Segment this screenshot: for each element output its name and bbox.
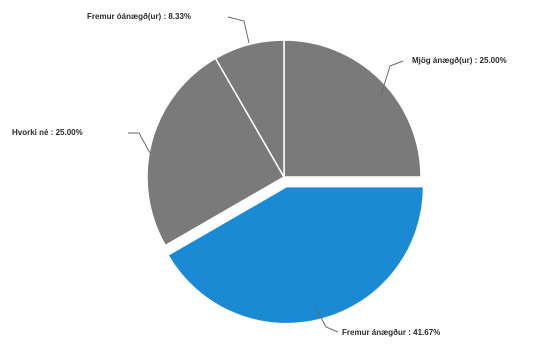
slice-label-fremur-oanaegdur: Fremur óánægð(ur) : 8.33% [87, 12, 191, 21]
leader-line-hvorki [128, 132, 151, 154]
pie-slice-mjog-an-gd-ur [283, 39, 422, 178]
leader-line-fremur-oanaegdur [227, 16, 250, 44]
leader-line-mjog [380, 60, 404, 96]
slice-label-mjog-anaegdur: Mjög ánægð(ur) : 25.00% [412, 56, 507, 65]
leader-lines [128, 16, 404, 333]
slice-label-hvorki-ne: Hvorki né : 25.00% [12, 128, 83, 137]
pie-slice-hvorki-ne [146, 57, 286, 247]
slice-label-fremur-anaegdur: Fremur ánægður : 41.67% [342, 328, 440, 337]
leader-line-fremur-anaegdur [314, 305, 339, 333]
pie-slice-fremur-oan-gd-ur [214, 39, 285, 180]
pie-slices [146, 39, 425, 325]
slice-labels: Mjög ánægð(ur) : 25.00% Fremur ánægður :… [12, 12, 507, 337]
